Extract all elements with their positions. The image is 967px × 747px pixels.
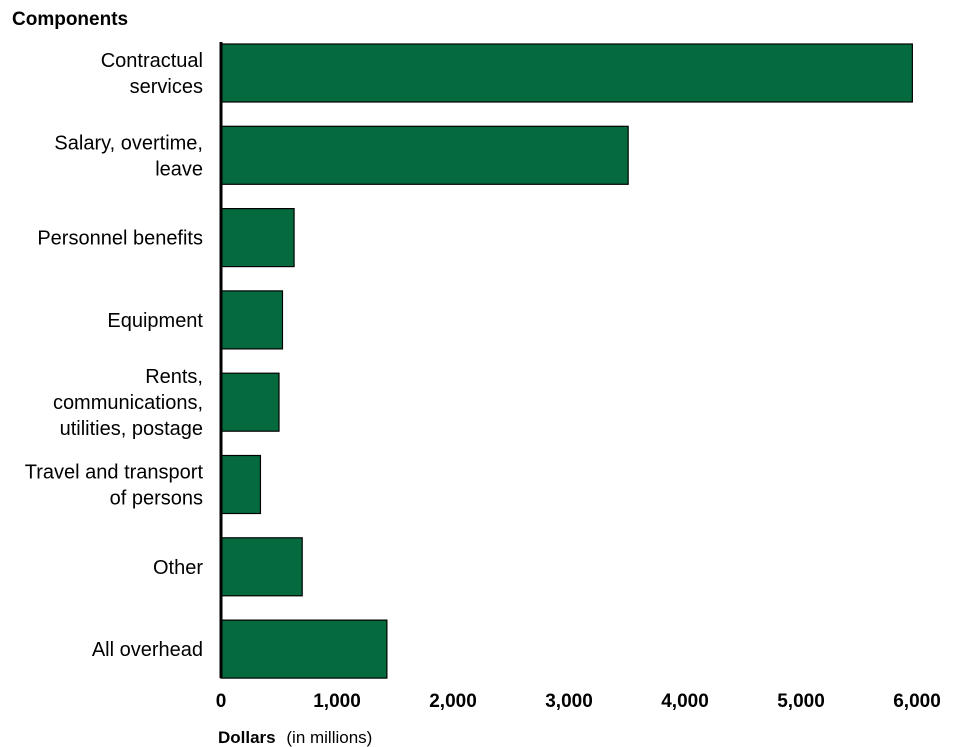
x-tick-label-3: 3,000	[545, 691, 593, 712]
x-tick-label-5: 5,000	[777, 691, 825, 712]
y-axis-title: Components	[12, 9, 128, 30]
x-axis-title-units: (in millions)	[286, 728, 372, 747]
bar-2	[220, 208, 295, 268]
category-label-line: Personnel benefits	[37, 228, 203, 250]
category-label-5: Travel and transport of persons	[25, 462, 204, 510]
category-label-line: services	[130, 76, 203, 98]
category-label-line: Rents,	[145, 366, 203, 388]
bar-6	[220, 537, 303, 597]
bar-0	[220, 43, 913, 103]
category-label-line: communications,	[53, 392, 203, 414]
category-label-line: Equipment	[107, 310, 203, 332]
category-label-7: All overhead	[92, 639, 203, 661]
bars-group	[220, 43, 913, 679]
category-label-3: Equipment	[107, 310, 203, 332]
category-label-line: All overhead	[92, 639, 203, 661]
x-tick-label-0: 0	[216, 691, 227, 712]
bar-1	[220, 125, 629, 185]
bar-4	[220, 372, 280, 432]
bar-5	[220, 454, 262, 515]
category-label-line: of persons	[110, 488, 203, 510]
category-label-2: Personnel benefits	[37, 228, 203, 250]
x-tick-label-6: 6,000	[893, 691, 941, 712]
x-tick-label-4: 4,000	[661, 691, 709, 712]
category-label-1: Salary, overtime, leave	[54, 132, 203, 180]
category-label-line: utilities, postage	[60, 418, 203, 440]
category-label-6: Other	[153, 557, 203, 579]
x-axis-title: Dollars (in millions)	[218, 728, 372, 747]
category-label-line: Salary, overtime,	[54, 132, 203, 154]
bar-7	[220, 619, 388, 679]
category-labels: Contractual services Salary, overtime, leav…	[25, 50, 204, 661]
bar-3	[220, 290, 284, 350]
x-tick-labels: 0 1,000 2,000 3,000 4,000 5,000 6,000	[216, 691, 941, 712]
x-tick-label-1: 1,000	[313, 691, 361, 712]
x-axis-title-bold: Dollars	[218, 728, 276, 747]
category-label-0: Contractual services	[101, 50, 203, 98]
x-tick-label-2: 2,000	[429, 691, 477, 712]
category-label-line: Contractual	[101, 50, 203, 72]
category-label-line: Travel and transport	[25, 462, 204, 484]
category-label-line: Other	[153, 557, 203, 579]
category-label-line: leave	[155, 158, 203, 180]
category-label-4: Rents, communications, utilities, postage	[53, 366, 203, 440]
